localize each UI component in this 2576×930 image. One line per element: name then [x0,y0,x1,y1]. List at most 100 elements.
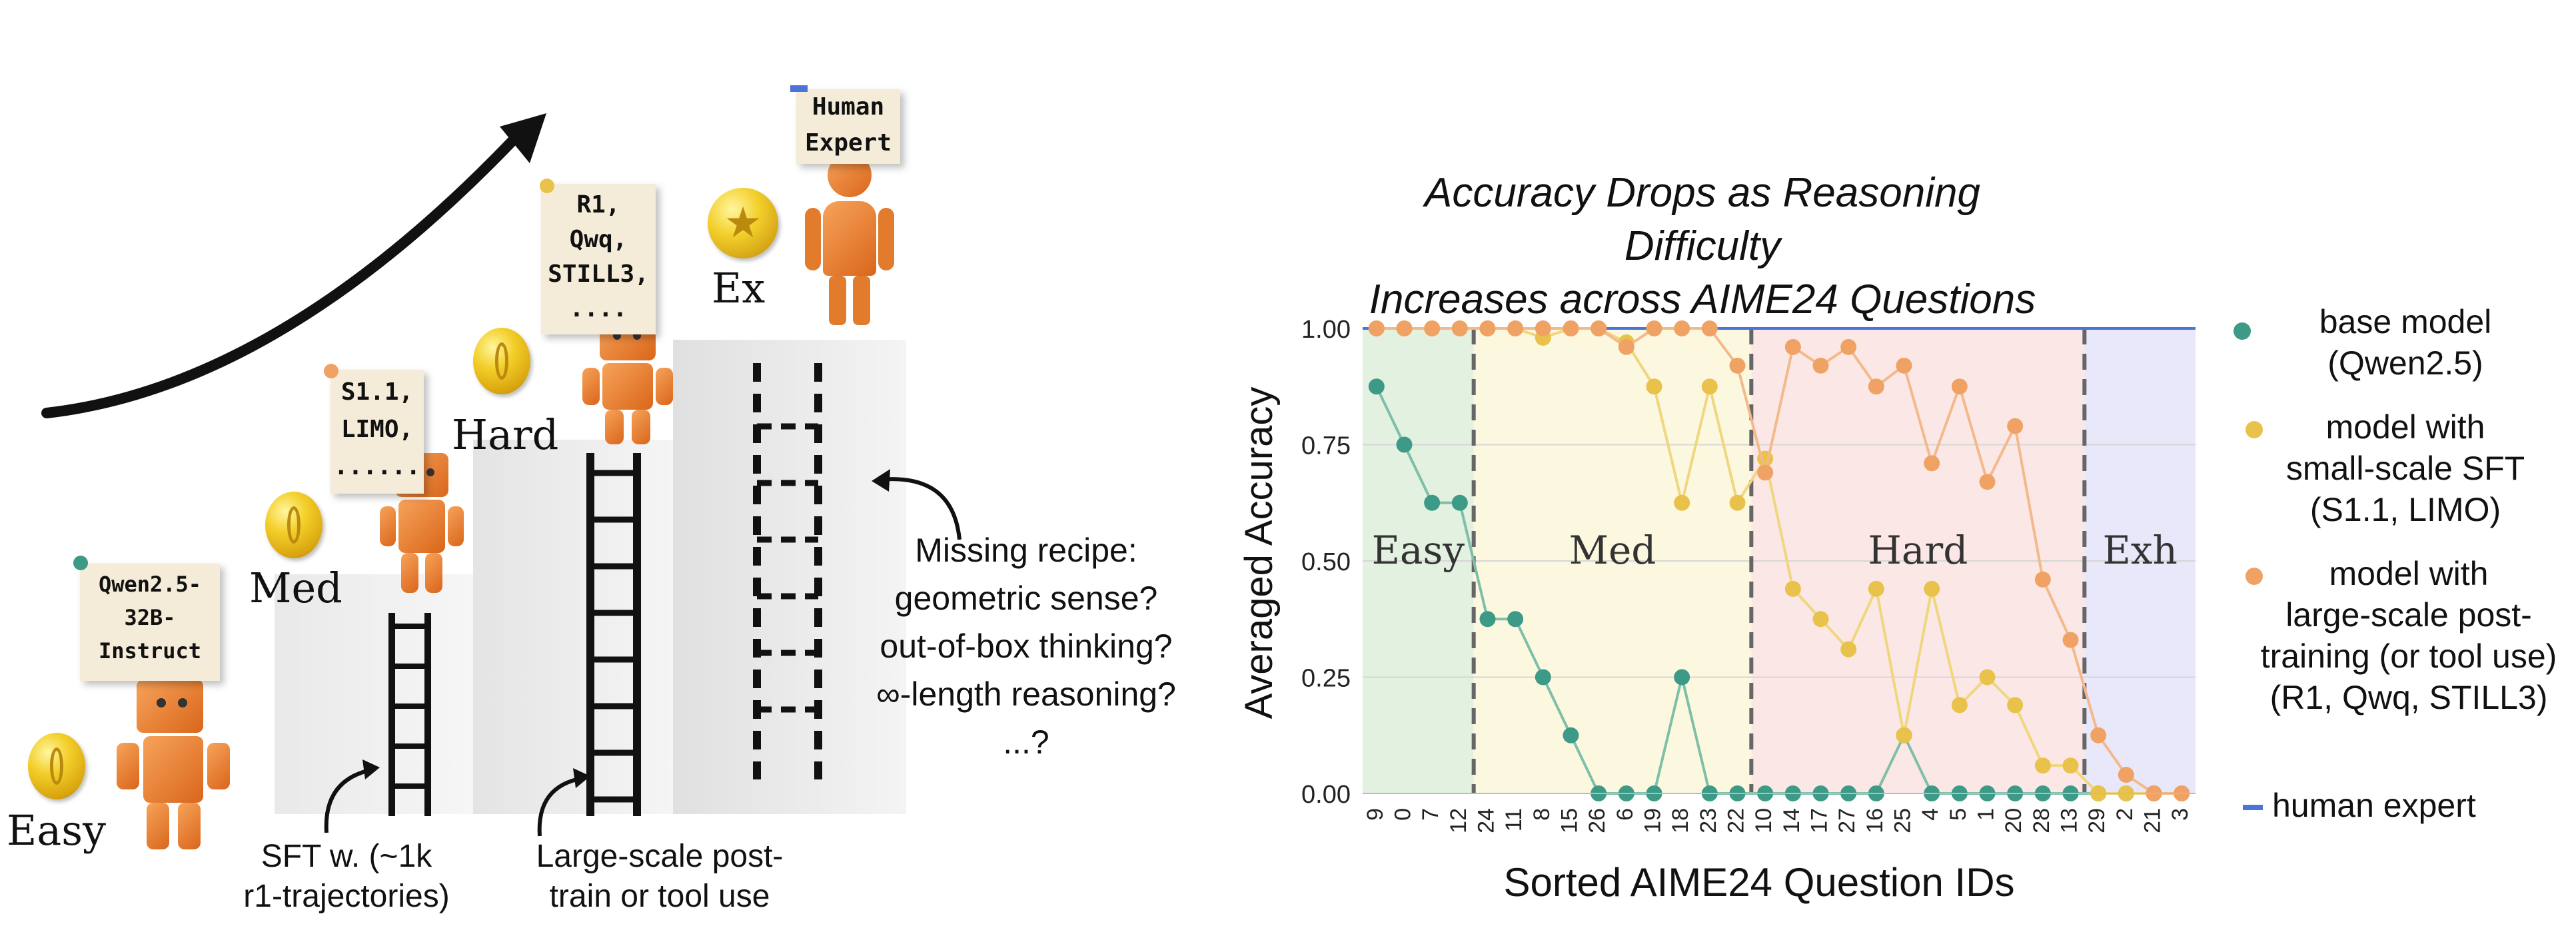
data-point [1507,611,1524,628]
ladder-large [586,453,641,816]
data-point [2007,697,2024,713]
y-tick-label: 0.75 [1301,432,1351,460]
x-tick-label: 3 [2168,808,2193,821]
legend-label: model with large-scale post- training (o… [2260,555,2557,716]
star-coin-icon: ★ [708,188,778,258]
pin-icon [324,364,338,378]
coin-icon [473,328,530,394]
data-point [1674,669,1690,686]
x-tick-label: 19 [1640,808,1665,833]
data-point [1479,611,1496,628]
data-point [1563,727,1579,743]
x-tick-label: 24 [1473,808,1499,833]
data-point [1646,320,1662,336]
progress-arrow [41,113,546,418]
data-point [1812,357,1829,374]
x-tick-label: 20 [2001,808,2026,833]
data-point [1368,320,1385,336]
data-point [1757,464,1774,481]
legend-label: human expert [2272,787,2476,824]
pin-icon [790,85,808,92]
caption-sft: SFT w. (~1k r1-trajectories) [243,839,450,914]
level-label-hard: Hard [452,410,559,459]
region-label: Hard [1868,528,1968,573]
x-tick-label: 21 [2140,808,2165,833]
data-point [1701,320,1718,336]
data-point [2034,571,2051,588]
data-point [1979,474,1996,490]
x-tick-label: 17 [1806,808,1832,833]
x-tick-label: 11 [1501,808,1527,831]
data-point [1396,436,1413,453]
y-tick-label: 0.00 [1301,781,1351,809]
caption-large: Large-scale post- train or tool use [536,839,784,914]
level-label-easy: Easy [7,806,107,855]
data-point [1784,338,1801,355]
pointer-arrow-missing [872,469,962,540]
x-tick-label: 26 [1585,808,1610,833]
x-tick-label: 13 [2056,808,2082,833]
step-block-ex [673,340,906,814]
data-point [1924,455,1940,472]
x-tick-label: 8 [1529,808,1555,821]
x-tick-label: 0 [1390,808,1415,821]
data-point [1868,580,1884,597]
x-axis-label: Sorted AIME24 Question IDs [1503,860,2015,905]
data-point [1924,580,1940,597]
x-tick-label: 10 [1751,808,1776,833]
legend-marker [2246,568,2263,585]
region-label: Easy [1372,528,1465,573]
note-r1: R1, Qwq, STILL3, .... [541,184,656,334]
x-tick-label: 18 [1668,808,1693,833]
data-point [2007,418,2024,434]
data-point [1896,727,1912,743]
staircase-illustration: ★ Qwen2.5- 32B- [0,0,1233,930]
note-s1: S1.1, LIMO, ...... [330,370,424,494]
data-point [2118,767,2134,783]
pointer-arrow-large [537,768,590,837]
x-tick-label: 1 [1973,808,1998,821]
data-point [1396,320,1413,336]
data-point [1840,641,1857,658]
note-human: Human Expert [796,89,900,164]
data-point [1424,320,1441,336]
robot-hard-icon [581,313,674,446]
data-point [1784,580,1801,597]
region-label: Med [1569,528,1656,573]
data-point [1896,357,1912,374]
data-point [1979,669,1996,686]
data-point [1701,378,1718,395]
x-tick-label: 2 [2112,808,2138,821]
x-tick-label: 23 [1696,808,1721,833]
human-figure-icon [800,153,900,326]
data-point [1618,338,1634,355]
x-tick-label: 12 [1446,808,1471,833]
level-label-ex: Ex [712,264,766,312]
x-tick-label: 27 [1834,808,1860,833]
data-point [1951,378,1968,395]
data-point [1507,320,1524,336]
x-tick-label: 9 [1363,808,1388,821]
chart-title: Accuracy Drops as Reasoning Difficulty I… [1369,170,2036,322]
x-tick-label: 7 [1418,808,1443,821]
pointer-arrow-sft [324,759,380,833]
data-point [1812,611,1829,628]
data-point [1535,669,1551,686]
x-tick-label: 25 [1890,808,1915,833]
x-tick-label: 6 [1612,808,1638,821]
data-point [1646,378,1662,395]
x-tick-label: 15 [1557,808,1582,833]
x-tick-label: 14 [1779,808,1804,833]
step-block-hard [473,440,673,814]
y-tick-label: 1.00 [1301,316,1351,344]
coin-icon [28,733,85,799]
data-point [1563,320,1579,336]
x-tick-label: 29 [2084,808,2110,833]
pin-icon [73,556,88,570]
data-point [1535,320,1551,336]
y-axis-label: Averaged Accuracy [1237,386,1281,719]
data-point [1591,320,1607,336]
x-tick-label: 4 [1918,808,1943,821]
y-tick-label: 0.25 [1301,665,1351,693]
